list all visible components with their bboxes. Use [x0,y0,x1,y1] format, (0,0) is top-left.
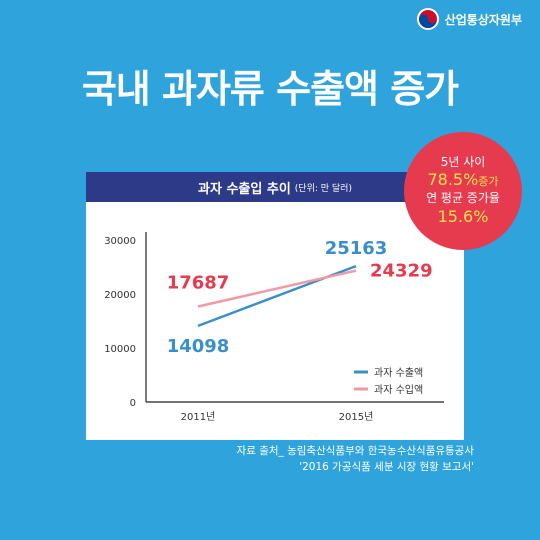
ministry-logo: 산업통상자원부 [416,8,522,30]
chart-unit: (단위: 만 달러) [294,183,352,194]
chart-title: 과자 수출입 추이 [198,181,291,197]
badge-growth-suffix: 증가 [478,175,499,189]
y-tick-label: 10000 [104,344,136,355]
source-line-1: 자료 출처_ 농림축산식품부와 한국농수산식품유통공사 [236,445,474,457]
badge-annual-value: 15.6% [437,206,489,226]
y-tick-label: 20000 [104,290,136,301]
source-line-2: '2016 가공식품 세분 시장 현황 보고서' [299,461,474,474]
data-label: 24329 [370,261,433,282]
taegeuk-emblem-icon [416,8,439,30]
y-tick-label: 30000 [104,236,136,247]
page-title: 국내 과자류 수출액 증가 [81,67,459,111]
chart-header: 과자 수출입 추이 (단위: 만 달러) [86,172,464,202]
line-chart: 0 10000 20000 30000 2011년 2015년 14098 25163 1768… [104,232,444,423]
badge-annual-label: 연 평균 증가율 [426,191,500,205]
x-tick-label: 2015년 [339,411,374,423]
data-label: 25163 [325,238,388,259]
chart-card: 과자 수출입 추이 (단위: 만 달러) 0 10000 20000 30000 201… [86,172,464,440]
badge-growth-value: 78.5% [427,170,479,190]
source-note: 자료 출처_ 농림축산식품부와 한국농수산식품유통공사 '2016 가공식품 세… [237,443,474,476]
ministry-name: 산업통상자원부 [444,12,522,27]
data-label: 17687 [167,272,230,293]
y-tick-label: 0 [130,398,136,409]
growth-badge: 5년 사이 78.5%증가 연 평균 증가율 15.6% [404,132,522,250]
badge-period-label: 5년 사이 [440,154,486,169]
x-tick-label: 2011년 [181,411,216,423]
series-line [197,269,357,308]
legend-label: 과자 수출액 [374,367,423,379]
data-label: 14098 [167,336,230,357]
legend-label: 과자 수입액 [374,383,423,396]
